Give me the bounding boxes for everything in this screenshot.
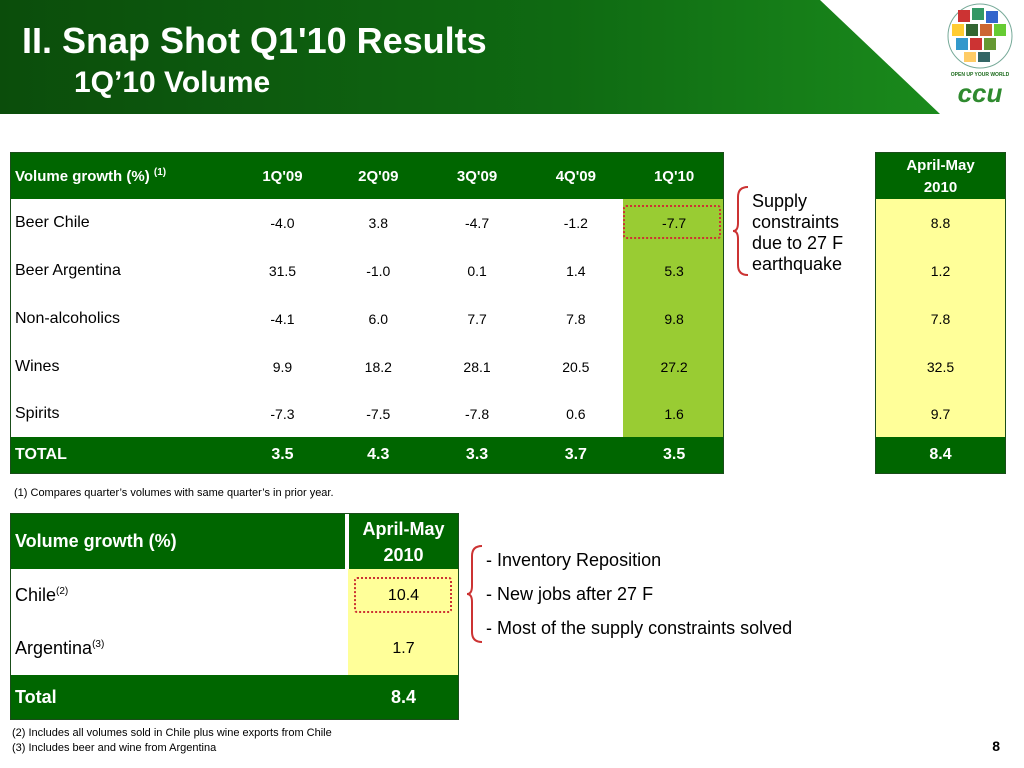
- footnote: (3) Includes beer and wine from Argentin…: [12, 742, 217, 754]
- logo-tagline: OPEN UP YOUR WORLD: [951, 72, 1010, 78]
- table-cell: 9.8: [664, 311, 684, 327]
- table-cell: 8.4: [929, 446, 952, 463]
- column-header: 1Q'10: [653, 167, 695, 185]
- table-cell: -1.2: [563, 215, 588, 231]
- table-cell: -7.5: [366, 406, 391, 422]
- column-header: April-May 2010: [362, 518, 445, 565]
- table-row: 7.8: [876, 295, 1005, 343]
- table-row: Beer Argentina 31.5 -1.0 0.1 1.4 5.3: [11, 247, 723, 295]
- table-row: 32.5: [876, 343, 1005, 391]
- table-cell: -7.7: [662, 215, 687, 231]
- table-row: 8.8: [876, 199, 1005, 247]
- column-header: 4Q'09: [555, 167, 596, 185]
- highlight-box: [354, 577, 452, 613]
- table-cell: 9.7: [930, 406, 951, 422]
- table-cell: 32.5: [926, 359, 955, 375]
- table-cell: 1.2: [930, 263, 951, 279]
- row-label: Non-alcoholics: [15, 310, 120, 327]
- table-cell: -4.7: [464, 215, 490, 231]
- column-header: 2Q'09: [358, 167, 399, 185]
- column-header: 3Q'09: [456, 167, 498, 185]
- table-cell: 0.1: [467, 263, 487, 279]
- company-logo: OPEN UP YOUR WORLD ccu: [940, 2, 1020, 110]
- supply-constraint-note: Supply constraints due to 27 F earthquak…: [752, 191, 844, 274]
- table-cell: -4.1: [270, 311, 295, 327]
- page-subtitle: 1Q’10 Volume: [74, 66, 271, 99]
- table-cell: -7.3: [270, 406, 295, 422]
- page-number: 8: [992, 738, 1000, 754]
- table-cell: 28.1: [463, 359, 491, 375]
- table-cell: 1.6: [664, 406, 684, 422]
- bracket-icon: [732, 186, 749, 276]
- footnote: (2) Includes all volumes sold in Chile p…: [12, 727, 332, 739]
- table-cell: 5.3: [664, 263, 684, 279]
- column-header: 2010: [923, 179, 958, 196]
- table-cell: 9.9: [272, 359, 293, 375]
- row-label: Chile(2): [15, 585, 69, 605]
- table-row: Argentina(3) 1.7: [11, 622, 458, 675]
- table-cell: 10.4: [387, 586, 420, 604]
- table-header-row: Volume growth (%) April-May 2010: [11, 514, 458, 569]
- footnote: (1) Compares quarter’s volumes with same…: [14, 487, 334, 499]
- table-cell: 7.8: [930, 311, 951, 327]
- total-row: 8.4: [876, 437, 1005, 473]
- column-header-label: Volume growth (%) (1): [15, 166, 167, 185]
- table-cell: 27.2: [660, 359, 688, 375]
- table-cell: -1.0: [366, 263, 391, 279]
- april-may-table: April-May 2010 8.8 1.2 7.8 32.5 9.7 8.4: [875, 152, 1006, 474]
- row-label: Beer Chile: [15, 214, 90, 231]
- table-cell: 7.7: [467, 311, 487, 327]
- bracket-icon: [466, 545, 483, 643]
- column-header-label: Volume growth (%): [15, 531, 177, 551]
- table-row: Beer Chile -4.0 3.8 -4.7 -1.2 -7.7: [11, 199, 723, 247]
- table-cell: 0.6: [566, 406, 586, 422]
- table-header-row: April-May 2010: [876, 153, 1005, 199]
- column-header: 1Q'09: [262, 167, 303, 185]
- bullet-item: - Inventory Reposition: [486, 550, 662, 570]
- bullet-item: - New jobs after 27 F: [486, 584, 654, 604]
- table-cell: 8.4: [390, 686, 417, 707]
- table-cell: 18.2: [364, 359, 392, 375]
- table-cell: 6.0: [368, 311, 389, 327]
- total-row: Total 8.4: [11, 675, 458, 719]
- row-label: Spirits: [15, 405, 60, 422]
- table-cell: 4.3: [367, 446, 390, 463]
- table-cell: 31.5: [268, 263, 297, 279]
- table-header-row: Volume growth (%) (1) 1Q'09 2Q'09 3Q'09 …: [11, 153, 723, 199]
- table-cell: 8.8: [930, 215, 951, 231]
- row-label: Total: [15, 686, 57, 707]
- country-volume-table: Volume growth (%) April-May 2010 Chile(2…: [10, 513, 459, 720]
- table-row: Chile(2) 10.4: [11, 569, 458, 622]
- row-label: Wines: [15, 358, 60, 375]
- page-title: II. Snap Shot Q1'10 Results: [22, 20, 487, 61]
- table-cell: 7.8: [566, 311, 586, 327]
- table-cell: 1.7: [392, 639, 415, 657]
- table-row: 1.2: [876, 247, 1005, 295]
- row-label: Beer Argentina: [15, 262, 121, 279]
- row-label: TOTAL: [15, 446, 67, 463]
- highlight-box: [623, 205, 721, 239]
- table-row: Wines 9.9 18.2 28.1 20.5 27.2: [11, 343, 723, 391]
- table-cell: -4.0: [270, 215, 295, 231]
- column-header: April-May: [906, 157, 975, 174]
- title-banner: [0, 0, 940, 114]
- table-cell: 3.5: [271, 446, 294, 463]
- volume-growth-table: Volume growth (%) (1) 1Q'09 2Q'09 3Q'09 …: [10, 152, 724, 474]
- table-cell: 3.7: [564, 446, 587, 463]
- logo-globe-icon: OPEN UP YOUR WORLD ccu: [947, 3, 1013, 108]
- table-row: Spirits -7.3 -7.5 -7.8 0.6 1.6: [11, 391, 723, 437]
- table-cell: 3.3: [465, 446, 489, 463]
- table-cell: 3.5: [662, 446, 686, 463]
- table-cell: 1.4: [566, 263, 586, 279]
- row-label: Argentina(3): [15, 638, 105, 658]
- logo-wordmark: ccu: [958, 78, 1003, 108]
- table-cell: 3.8: [368, 215, 389, 231]
- bullet-item: - Most of the supply constraints solved: [486, 618, 793, 638]
- total-row: TOTAL 3.5 4.3 3.3 3.7 3.5: [11, 437, 723, 473]
- table-row: Non-alcoholics -4.1 6.0 7.7 7.8 9.8: [11, 295, 723, 343]
- table-cell: 20.5: [562, 359, 590, 375]
- table-row: 9.7: [876, 391, 1005, 437]
- table-cell: -7.8: [464, 406, 490, 422]
